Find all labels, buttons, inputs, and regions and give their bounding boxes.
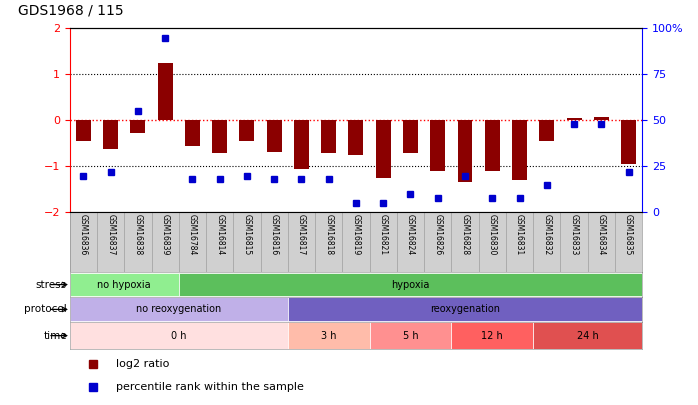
Bar [567, 118, 581, 120]
Text: GSM16839: GSM16839 [161, 213, 170, 255]
Bar [615, 212, 642, 272]
Bar [452, 212, 479, 272]
Bar [621, 120, 636, 164]
Bar [206, 212, 233, 272]
Text: GSM16834: GSM16834 [597, 213, 606, 255]
Bar [588, 212, 615, 272]
Bar [321, 120, 336, 153]
Bar [452, 322, 533, 349]
Bar [260, 212, 288, 272]
Bar [185, 120, 200, 146]
Text: 12 h: 12 h [482, 330, 503, 341]
Text: GSM16831: GSM16831 [515, 213, 524, 255]
Bar [97, 212, 124, 272]
Bar [484, 120, 500, 171]
Text: GSM16838: GSM16838 [133, 213, 142, 255]
Text: GSM16815: GSM16815 [242, 213, 251, 255]
Bar [376, 120, 391, 178]
Bar [342, 212, 370, 272]
Bar [124, 212, 151, 272]
Bar [594, 117, 609, 120]
Text: reoxygenation: reoxygenation [430, 305, 500, 314]
Bar [540, 120, 554, 141]
Bar [533, 322, 642, 349]
Text: GSM16821: GSM16821 [379, 213, 387, 255]
Text: GSM16833: GSM16833 [570, 213, 579, 255]
Text: GSM16817: GSM16817 [297, 213, 306, 255]
Bar [315, 212, 342, 272]
Bar [397, 212, 424, 272]
Bar [179, 273, 642, 296]
Bar [267, 120, 282, 151]
Text: GSM16835: GSM16835 [624, 213, 633, 255]
Text: stress: stress [36, 279, 67, 290]
Bar [179, 212, 206, 272]
Bar [158, 63, 172, 120]
Bar [348, 120, 364, 155]
Bar [403, 120, 418, 153]
Text: GDS1968 / 115: GDS1968 / 115 [18, 3, 124, 17]
Bar [533, 212, 560, 272]
Bar [103, 120, 118, 149]
Bar [430, 120, 445, 171]
Text: percentile rank within the sample: percentile rank within the sample [116, 382, 304, 392]
Bar [370, 322, 452, 349]
Text: protocol: protocol [24, 305, 67, 314]
Bar [288, 298, 642, 321]
Text: log2 ratio: log2 ratio [116, 359, 169, 369]
Text: hypoxia: hypoxia [392, 279, 430, 290]
Bar [70, 322, 288, 349]
Text: 0 h: 0 h [171, 330, 186, 341]
Bar [131, 120, 145, 133]
Bar [288, 322, 370, 349]
Text: GSM16826: GSM16826 [433, 213, 443, 255]
Bar [233, 212, 260, 272]
Text: GSM16816: GSM16816 [269, 213, 279, 255]
Text: GSM16814: GSM16814 [215, 213, 224, 255]
Bar [151, 212, 179, 272]
Text: GSM16784: GSM16784 [188, 213, 197, 255]
Text: no hypoxia: no hypoxia [98, 279, 151, 290]
Text: GSM16830: GSM16830 [488, 213, 497, 255]
Text: GSM16818: GSM16818 [325, 213, 333, 255]
Text: no reoxygenation: no reoxygenation [136, 305, 221, 314]
Bar [424, 212, 452, 272]
Text: GSM16819: GSM16819 [352, 213, 360, 255]
Text: time: time [43, 330, 67, 341]
Bar [70, 212, 97, 272]
Bar [457, 120, 473, 182]
Text: 5 h: 5 h [403, 330, 418, 341]
Bar [370, 212, 397, 272]
Text: GSM16828: GSM16828 [461, 213, 470, 255]
Bar [239, 120, 255, 141]
Bar [212, 120, 227, 153]
Bar [506, 212, 533, 272]
Text: GSM16836: GSM16836 [79, 213, 88, 255]
Bar [479, 212, 506, 272]
Bar [76, 120, 91, 141]
Bar [560, 212, 588, 272]
Text: 3 h: 3 h [321, 330, 336, 341]
Bar [288, 212, 315, 272]
Bar [294, 120, 309, 168]
Bar [70, 298, 288, 321]
Bar [70, 273, 179, 296]
Text: 24 h: 24 h [577, 330, 598, 341]
Text: GSM16837: GSM16837 [106, 213, 115, 255]
Text: GSM16832: GSM16832 [542, 213, 551, 255]
Text: GSM16824: GSM16824 [406, 213, 415, 255]
Bar [512, 120, 527, 180]
